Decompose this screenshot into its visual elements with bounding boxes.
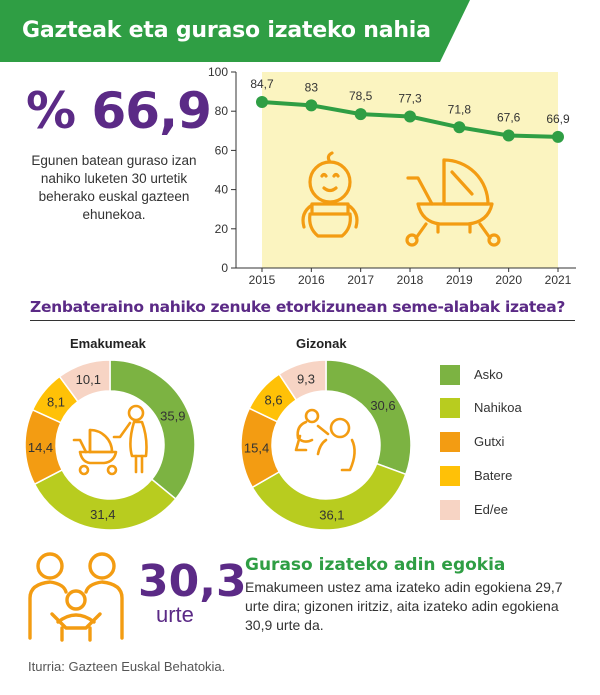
donut-slice-label: 14,4 xyxy=(28,440,53,455)
data-label: 84,7 xyxy=(250,77,274,91)
donut-slice-label: 30,6 xyxy=(370,398,395,413)
legend-label: Nahikoa xyxy=(474,400,522,415)
line-chart: 0 20 40 60 80 100 2015 2016 2017 2018 2019 2020 2021… xyxy=(208,65,576,287)
data-label: 71,8 xyxy=(448,102,472,116)
data-label: 66,9 xyxy=(546,112,570,126)
donut-slice-label: 9,3 xyxy=(297,371,315,386)
data-label: 67,6 xyxy=(497,111,521,125)
legend-swatch xyxy=(440,432,460,452)
donut-charts: 35,9 31,4 14,4 8,1 10,1 30,6 36,1 15,4 8,6 9,3 xyxy=(24,359,412,531)
donut-slice xyxy=(278,359,327,401)
donut-slice-label: 10,1 xyxy=(76,372,101,387)
age-description: Emakumeen ustez ama izateko adin egokien… xyxy=(245,579,563,633)
donut-slice-label: 8,1 xyxy=(47,394,65,409)
data-point xyxy=(354,108,367,121)
age-unit: urte xyxy=(156,602,194,627)
question-heading: Zenbateraino nahiko zenuke etorkizunean … xyxy=(30,298,566,316)
stroller-icon xyxy=(405,158,501,247)
legend-swatch xyxy=(440,398,460,418)
x-tick-label: 2020 xyxy=(495,273,522,287)
data-point xyxy=(453,121,466,134)
data-point xyxy=(502,129,515,142)
x-tick-label: 2017 xyxy=(347,273,374,287)
legend-item-gutxi: Gutxi xyxy=(440,432,570,454)
family-icon xyxy=(28,552,124,642)
legend-label: Asko xyxy=(474,367,503,382)
legend-swatch xyxy=(440,466,460,486)
data-point xyxy=(305,99,318,112)
header-background xyxy=(0,0,470,62)
age-title: Guraso izateko adin egokia xyxy=(245,555,506,575)
data-label: 77,3 xyxy=(398,91,422,105)
y-tick-label: 60 xyxy=(215,143,229,157)
source-note: Iturria: Gazteen Euskal Behatokia. xyxy=(28,659,226,674)
donut-title-women: Emakumeak xyxy=(70,336,146,351)
x-tick-label: 2018 xyxy=(397,273,424,287)
father-with-baby-icon xyxy=(294,408,356,472)
legend-item-edee: Ed/ee xyxy=(440,500,570,522)
legend-label: Ed/ee xyxy=(474,502,508,517)
question-underline xyxy=(30,320,575,321)
y-tick-label: 80 xyxy=(215,104,229,118)
data-label: 78,5 xyxy=(349,89,373,103)
donut-slice-label: 31,4 xyxy=(90,507,115,522)
mother-with-stroller-icon xyxy=(72,404,148,476)
donut-slice-label: 36,1 xyxy=(319,507,344,522)
legend-swatch xyxy=(440,365,460,385)
donut-slice xyxy=(251,462,407,531)
page-title: Gazteak eta guraso izateko nahia xyxy=(22,18,431,43)
donut-slice-label: 35,9 xyxy=(160,408,185,423)
donut-slice-label: 15,4 xyxy=(244,441,269,456)
legend-item-nahikoa: Nahikoa xyxy=(440,398,570,420)
data-label: 83 xyxy=(305,80,319,94)
donut-title-men: Gizonak xyxy=(296,336,347,351)
data-point xyxy=(404,110,416,123)
legend-label: Gutxi xyxy=(474,434,505,449)
x-tick-label: 2015 xyxy=(249,273,276,287)
x-tick-label: 2021 xyxy=(545,273,572,287)
donut-slice xyxy=(325,359,412,476)
y-tick-label: 100 xyxy=(208,65,228,79)
headline-description: Egunen batean guraso izan nahiko luketen… xyxy=(31,153,197,222)
y-tick-label: 40 xyxy=(215,183,229,197)
legend-item-asko: Asko xyxy=(440,365,570,387)
data-point xyxy=(552,130,564,143)
donut-slice xyxy=(58,359,111,403)
y-tick-label: 0 xyxy=(221,261,228,275)
y-tick-label: 20 xyxy=(215,222,229,236)
data-point xyxy=(256,95,268,108)
x-tick-label: 2019 xyxy=(446,273,473,287)
legend-label: Batere xyxy=(474,468,513,483)
donut-slice xyxy=(109,359,196,500)
x-tick-label: 2016 xyxy=(298,273,325,287)
donut-slice-label: 8,6 xyxy=(265,392,283,407)
legend-item-batere: Batere xyxy=(440,466,570,488)
header-banner: Gazteak eta guraso izateko nahia xyxy=(0,0,600,62)
headline-value: % 66,9 xyxy=(26,82,212,140)
baby-icon xyxy=(301,151,359,238)
legend-swatch xyxy=(440,500,460,520)
age-value: 30,3 xyxy=(138,556,247,607)
